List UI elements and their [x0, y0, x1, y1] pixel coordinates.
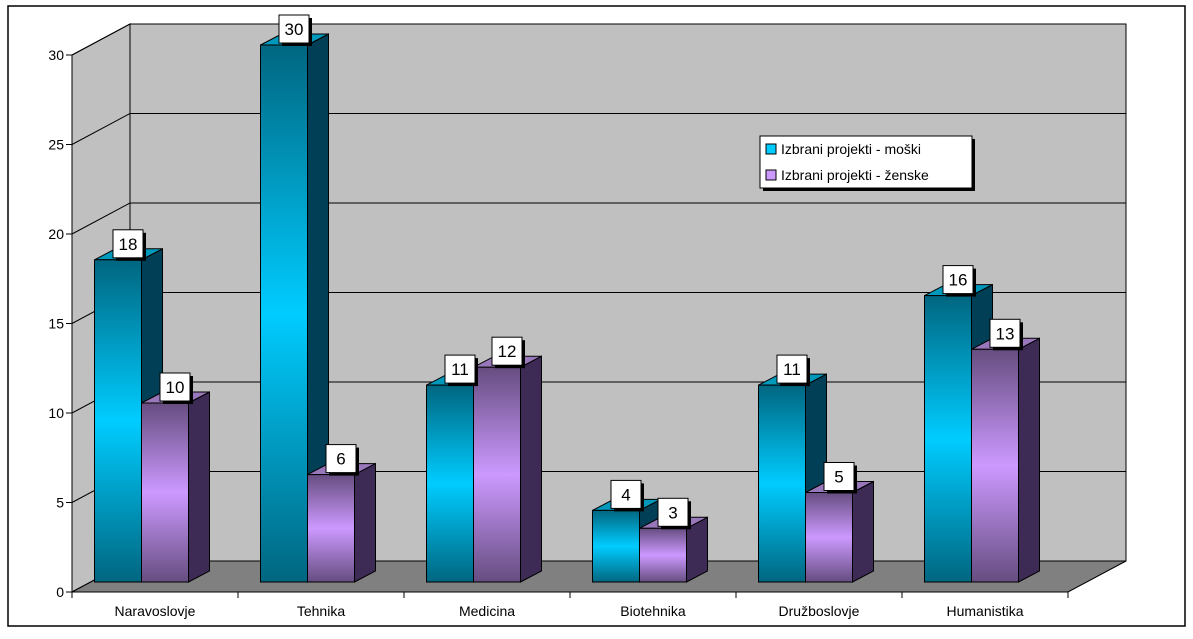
data-label-box: [112, 229, 144, 259]
bar-men: [94, 259, 142, 583]
bar-men: [426, 384, 474, 583]
bar-men: [758, 384, 806, 583]
bar-side: [1018, 337, 1040, 583]
data-label-box: [776, 354, 808, 384]
data-label-box: [325, 444, 357, 474]
data-label-box: [942, 265, 974, 295]
x-tick-label: Družboslovje: [779, 603, 860, 619]
bar-women: [141, 402, 189, 583]
x-tick-label: Biotehnika: [620, 603, 686, 619]
bar-women: [307, 474, 355, 583]
data-label-box: [491, 336, 523, 366]
data-label: 6: [336, 450, 345, 469]
data-label-box: [823, 462, 855, 491]
y-tick-label: 10: [48, 405, 64, 421]
data-label: 5: [834, 468, 843, 487]
data-label: 4: [621, 485, 630, 504]
y-tick-label: 0: [56, 584, 64, 600]
data-label: 16: [949, 271, 968, 290]
plot-area: 0 5 10 15 20 25 30 Naravoslovje Tehnika Medicina B…: [48, 14, 1127, 619]
y-tick-label: 15: [48, 316, 64, 332]
gridline: [71, 202, 1126, 235]
legend-swatch: [765, 143, 777, 155]
data-label: 3: [668, 503, 677, 522]
legend-box: [759, 135, 973, 189]
data-label-box: [989, 318, 1021, 348]
y-tick-label: 25: [48, 137, 64, 153]
bar-men: [260, 44, 308, 583]
x-tick-label: Tehnika: [297, 603, 345, 619]
data-label-box: [159, 372, 191, 402]
data-label: 18: [119, 235, 138, 254]
data-label: 12: [498, 342, 517, 361]
x-tick-label: Medicina: [459, 603, 515, 619]
gridline: [71, 23, 1126, 56]
data-label-box: [657, 497, 689, 527]
gridline: [71, 113, 1126, 145]
bar-side: [354, 462, 376, 583]
bar-side: [188, 391, 210, 583]
data-label: 30: [285, 20, 304, 39]
y-tick-label: 30: [48, 47, 64, 63]
legend-swatch: [765, 169, 777, 181]
bar-women: [639, 527, 687, 583]
y-tick-label: 20: [48, 226, 64, 242]
data-label-box: [278, 14, 310, 44]
data-label: 11: [451, 360, 469, 379]
y-tick-label: 5: [56, 495, 64, 511]
legend-label: Izbrani projekti - ženske: [781, 167, 929, 183]
bar-men: [924, 295, 972, 583]
data-label: 13: [996, 324, 1015, 343]
bar-women: [473, 366, 521, 583]
bar-side: [520, 355, 542, 583]
data-label-box: [610, 479, 642, 509]
x-tick-label: Naravoslovje: [115, 603, 196, 619]
data-label: 10: [166, 378, 185, 397]
bar-men: [592, 509, 640, 583]
bar-women: [971, 348, 1019, 583]
data-label-box: [444, 354, 476, 384]
x-tick-label: Humanistika: [946, 603, 1023, 619]
bar-side: [852, 480, 874, 583]
legend: Izbrani projekti - moški Izbrani projekti…: [759, 135, 975, 191]
data-label: 11: [783, 360, 801, 379]
legend-label: Izbrani projekti - moški: [781, 141, 921, 157]
bar-women: [805, 492, 853, 583]
